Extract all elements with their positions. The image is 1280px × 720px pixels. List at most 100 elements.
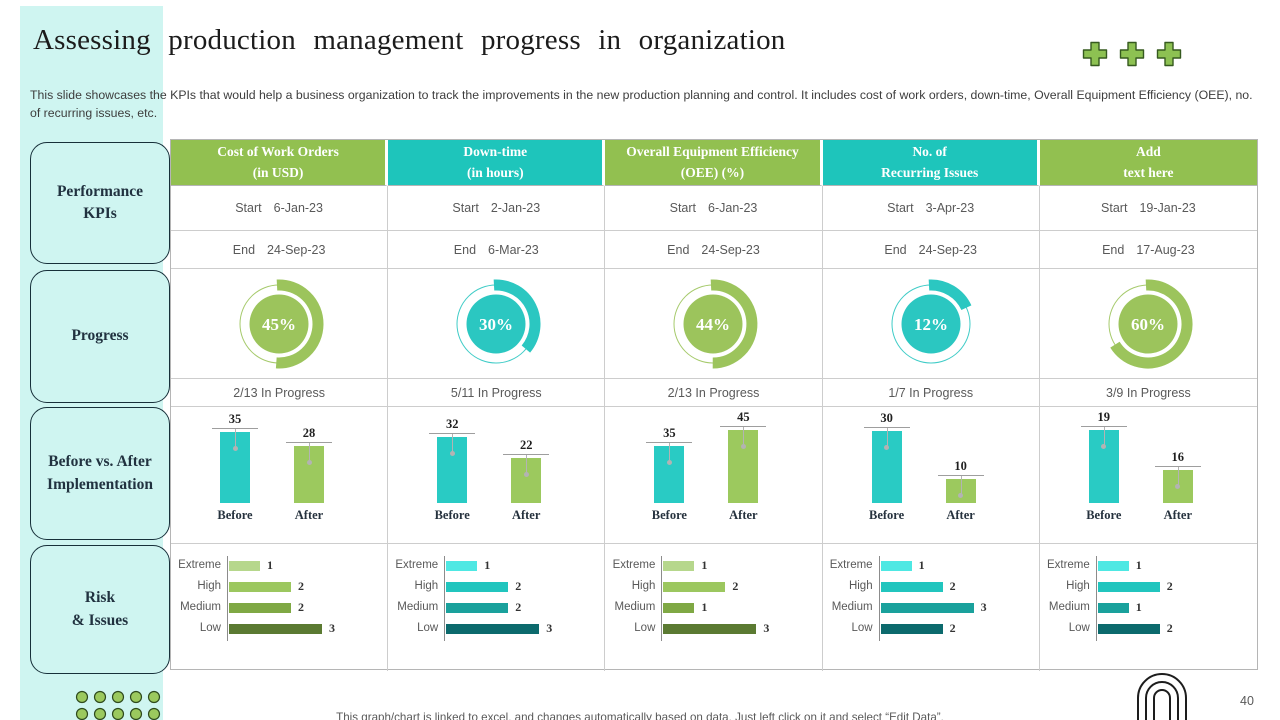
bar-callout-dot [740,444,746,449]
risk-bar [880,603,974,613]
before-after-chart[interactable]: 35 Before 45 After [605,407,821,543]
risk-row-label: High [1066,580,1090,592]
progress-donut-chart[interactable]: 44% [663,274,763,374]
dots-decoration [75,690,161,720]
row-label-line: Before vs. After [48,453,152,471]
risk-axis-line [1095,556,1097,641]
bar-value-label: 35 [212,412,258,429]
progress-fraction-label: 2/13 In Progress [233,385,325,400]
page-title: Assessing production management progress… [33,24,786,56]
risk-row-label: Low [417,622,439,634]
bar-callout-line [309,443,310,462]
risk-bar [663,603,695,613]
risk-bar [663,624,757,634]
progress-fraction-label: 1/7 In Progress [888,385,974,400]
end-date: 24-Sep-23 [918,242,977,257]
risk-issues-cell: Extreme 1 High 2 Medium 2 Low 3 [171,544,389,671]
bar-callout-line [743,427,745,446]
risk-issues-cell: Extreme 1 High 2 Medium 1 Low 3 [605,544,823,671]
risk-bar [229,561,260,571]
risk-issues-chart[interactable]: Extreme 1 High 2 Medium 1 Low 3 [605,544,821,671]
plus-icons-group [1082,41,1182,67]
risk-bar [880,561,912,571]
plus-icon [1119,41,1145,67]
risk-axis-line [444,556,446,641]
header-line: Cost of Work Orders [217,144,339,160]
risk-issues-chart[interactable]: Extreme 1 High 2 Medium 3 Low 2 [823,544,1039,671]
header-line: Recurring Issues [881,164,979,180]
start-date-cell: Start 6-Jan-23 [605,186,823,231]
progress-donut-cell: 30% [388,269,606,379]
risk-row-label: Medium [397,601,439,613]
progress-fraction-cell: 2/13 In Progress [605,379,823,407]
risk-bar-value: 2 [1166,621,1173,635]
risk-bar [1097,561,1129,571]
bar-callout-dot [1101,444,1107,449]
before-after-cell: 19 Before 16 After [1039,407,1257,544]
end-label: End [232,242,256,257]
end-label: End [1102,242,1125,257]
risk-axis-line [227,556,228,641]
risk-bar-value: 2 [515,579,522,593]
risk-bar [446,561,478,571]
before-after-chart[interactable]: 19 Before 16 After [1040,407,1257,543]
progress-donut-chart[interactable]: 60% [1098,274,1198,374]
risk-bar-value: 2 [515,600,522,614]
bar-callout-dot [666,460,672,465]
end-date-cell: End 24-Sep-23 [605,231,823,269]
risk-bar [1097,624,1160,634]
risk-bar-value: 3 [546,621,553,635]
risk-bar-value: 1 [918,558,925,572]
progress-donut-chart[interactable]: 45% [229,274,329,374]
bar-callout-line [960,476,962,495]
bar-callout-dot [958,493,964,498]
start-label: Start [1101,201,1128,215]
start-date-cell: Start 6-Jan-23 [171,186,389,231]
risk-row-label: Low [199,622,221,634]
header-line: (in USD) [252,164,304,180]
risk-bar [229,603,291,613]
bar-category-label: After [1163,508,1193,522]
risk-issues-chart[interactable]: Extreme 1 High 2 Medium 2 Low 3 [171,544,387,671]
risk-row-label: Medium [831,601,873,613]
end-label: End [884,242,907,257]
column-header: Add text here [1039,140,1257,186]
risk-bar [663,582,726,592]
header-line: (in hours) [466,164,524,180]
progress-percentage: 44% [696,315,730,334]
risk-bar-value: 1 [701,600,708,614]
progress-fraction-label: 3/9 In Progress [1106,385,1191,400]
risk-bar [1097,582,1160,592]
risk-row-label: High [414,580,439,592]
end-date: 17-Aug-23 [1136,242,1195,257]
risk-bar [880,624,943,634]
end-date-cell: End 17-Aug-23 [1039,231,1257,269]
progress-percentage: 12% [914,315,948,334]
bar-category-label: After [511,508,541,522]
progress-donut-cell: 45% [171,269,389,379]
bar-value-label: 45 [720,410,767,427]
before-after-chart[interactable]: 35 Before 28 After [171,407,387,543]
before-after-chart[interactable]: 30 Before 10 After [823,407,1039,543]
column-header: Down-time (in hours) [388,140,606,186]
bar-callout-dot [884,445,890,450]
bar-callout-line [452,434,454,453]
risk-axis-line [661,556,663,641]
risk-issues-chart[interactable]: Extreme 1 High 2 Medium 2 Low 3 [388,544,604,671]
risk-row-label: Medium [614,601,656,613]
bar-callout-dot [306,460,312,465]
risk-row-label: Low [1068,622,1090,634]
risk-issues-chart[interactable]: Extreme 1 High 2 Medium 1 Low 2 [1040,544,1257,671]
bar-category-label: After [729,508,758,522]
end-label: End [453,242,477,257]
progress-donut-chart[interactable]: 30% [446,274,546,374]
bar-value-label: 35 [646,426,693,443]
risk-issues-cell: Extreme 1 High 2 Medium 2 Low 3 [388,544,606,671]
risk-bar [1097,603,1129,613]
bar-value-label: 10 [937,459,984,476]
risk-bar-value: 1 [1135,600,1142,614]
progress-donut-chart[interactable]: 12% [881,274,981,374]
progress-fraction-label: 2/13 In Progress [667,385,760,400]
progress-donut-cell: 60% [1039,269,1257,379]
before-after-chart[interactable]: 32 Before 22 After [388,407,604,543]
